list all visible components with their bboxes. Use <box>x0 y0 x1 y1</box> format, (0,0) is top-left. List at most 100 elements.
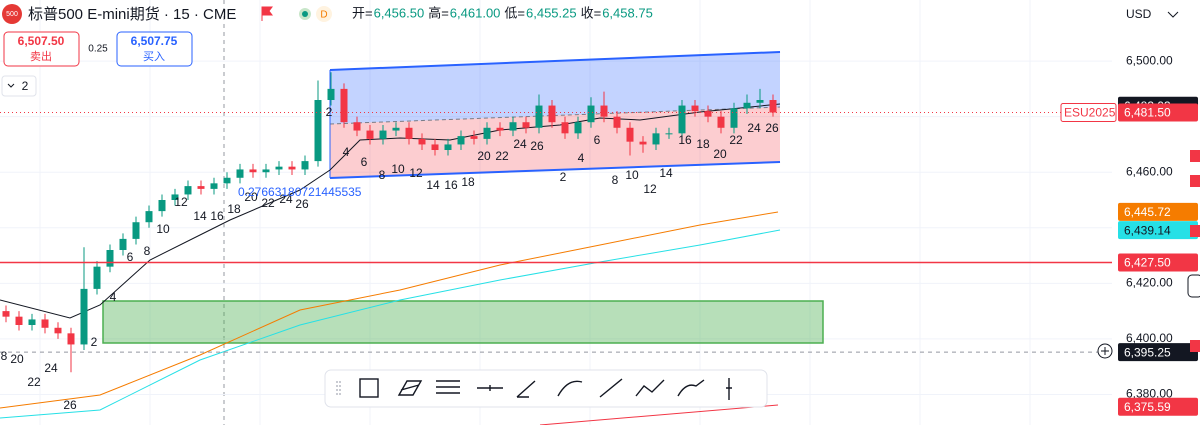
candle-body <box>444 144 452 150</box>
candle-body <box>223 177 231 184</box>
channel-lower <box>330 107 780 178</box>
candle-body <box>548 105 556 123</box>
price-label-box <box>1118 397 1198 416</box>
candle-body <box>158 200 166 212</box>
add-icon <box>1101 347 1109 355</box>
scroll-handle[interactable] <box>1187 274 1200 298</box>
wave-count: 8 <box>1 349 8 363</box>
tool-brush[interactable] <box>677 379 705 397</box>
tool-parallel[interactable] <box>397 380 423 396</box>
tool-line[interactable] <box>599 378 623 398</box>
status-dot-core <box>302 11 308 17</box>
candle-body <box>171 194 179 200</box>
candle-body <box>717 116 725 128</box>
y-tick-label: 6,460.00 <box>1126 164 1173 178</box>
symbol-icon <box>2 4 22 24</box>
buy-button[interactable] <box>116 31 193 67</box>
candle-body <box>431 144 439 150</box>
ohlc-value: 6,455.25 <box>526 5 577 20</box>
sell-button[interactable] <box>3 31 80 67</box>
candle-body <box>418 138 426 145</box>
ohlc-label: 高= <box>428 5 449 20</box>
wave-count: 4 <box>110 290 117 304</box>
candle-body <box>2 311 10 317</box>
channel-bottom <box>329 161 781 179</box>
marker <box>1190 175 1200 187</box>
candle-body <box>340 88 348 123</box>
wave-count: 10 <box>156 222 170 236</box>
tool-fib[interactable] <box>436 380 460 394</box>
candle-body <box>54 327 62 334</box>
symbol-title: 标普500 E-mini期货 · 15 · CME <box>28 6 236 23</box>
candle-body <box>28 319 36 325</box>
grid <box>0 0 1112 425</box>
price-label: 6,439.14 <box>1124 223 1171 237</box>
candle-body <box>106 250 114 267</box>
y-tick-label: 6,500.00 <box>1126 53 1173 67</box>
candle-body <box>366 130 374 139</box>
tool-path[interactable] <box>635 379 665 397</box>
fib-label: 0.27663180721445535 <box>238 185 362 199</box>
drawing-toolbar <box>324 369 768 408</box>
wave-count: 18 <box>461 175 475 189</box>
wave-count: 16 <box>678 133 692 147</box>
price-label-box <box>1118 253 1198 272</box>
candle-body <box>704 111 712 117</box>
candle-body <box>119 238 127 250</box>
wave-count: 2 <box>560 170 567 184</box>
wave-count: 2 <box>326 105 333 119</box>
flag[interactable] <box>261 6 273 21</box>
sell-label: 卖出 <box>30 49 52 63</box>
tool-vline[interactable] <box>726 378 732 400</box>
candle-body <box>93 266 101 289</box>
chevron <box>7 83 15 88</box>
wave-count: 26 <box>295 197 309 211</box>
symbol-icon-text: 500 <box>6 11 18 18</box>
tool-rect[interactable] <box>359 378 379 398</box>
buy-price: 6,507.75 <box>131 34 178 48</box>
tool-hline[interactable] <box>477 385 503 391</box>
candle-body <box>405 127 413 139</box>
ma-red <box>539 404 779 425</box>
candle-body <box>145 211 153 223</box>
candle-body <box>457 136 465 145</box>
tool-curve[interactable] <box>557 380 583 397</box>
candle-body <box>769 100 777 113</box>
candle-body <box>67 333 75 345</box>
candle-body <box>535 105 543 128</box>
ohlc-label: 收= <box>581 5 602 20</box>
marker <box>1190 225 1200 237</box>
currency-menu[interactable] <box>1167 11 1179 18</box>
candle-body <box>353 122 361 131</box>
candle-body <box>756 100 764 103</box>
candle-body <box>288 166 296 170</box>
wave-count: 6 <box>361 155 368 169</box>
ohlc-value: 6,458.75 <box>602 5 653 20</box>
zone <box>102 300 824 344</box>
wave-count: 6 <box>127 250 134 264</box>
currency: USD <box>1126 7 1152 21</box>
candle-body <box>613 116 621 128</box>
candle-body <box>509 122 517 131</box>
layers-toggle[interactable] <box>1 75 37 97</box>
wave-count: 14 <box>193 209 207 223</box>
price-label: 6,395.25 <box>1124 345 1171 359</box>
symbol-label-box <box>1060 103 1117 122</box>
candle-body <box>483 127 491 139</box>
tool-angle[interactable] <box>516 380 536 398</box>
wave-count: 26 <box>63 398 77 412</box>
price-label: 6,445.72 <box>1124 205 1171 219</box>
wave-count: 2 <box>91 335 98 349</box>
candle-body <box>639 141 647 145</box>
wave-count: 20 <box>10 352 24 366</box>
candle-body <box>574 122 582 134</box>
wave-count: 22 <box>729 133 743 147</box>
y-tick-label: 6,420.00 <box>1126 276 1173 290</box>
candle-body <box>80 288 88 345</box>
candle-body <box>392 127 400 131</box>
candle-body <box>587 105 595 123</box>
delay-badge-text: D <box>320 10 327 21</box>
price-label-box <box>1118 343 1198 362</box>
